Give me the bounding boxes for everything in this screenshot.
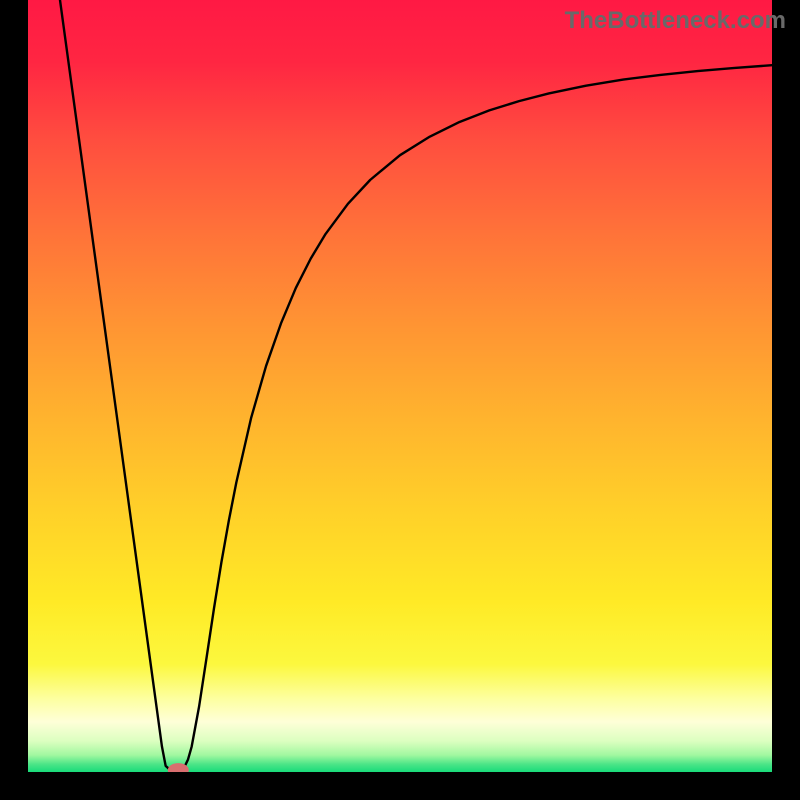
bottleneck-chart <box>28 0 772 772</box>
frame-right <box>772 0 800 800</box>
watermark-label: TheBottleneck.com <box>565 7 786 35</box>
frame-bottom <box>0 772 800 800</box>
gradient-background <box>28 0 772 772</box>
frame-left <box>0 0 28 800</box>
